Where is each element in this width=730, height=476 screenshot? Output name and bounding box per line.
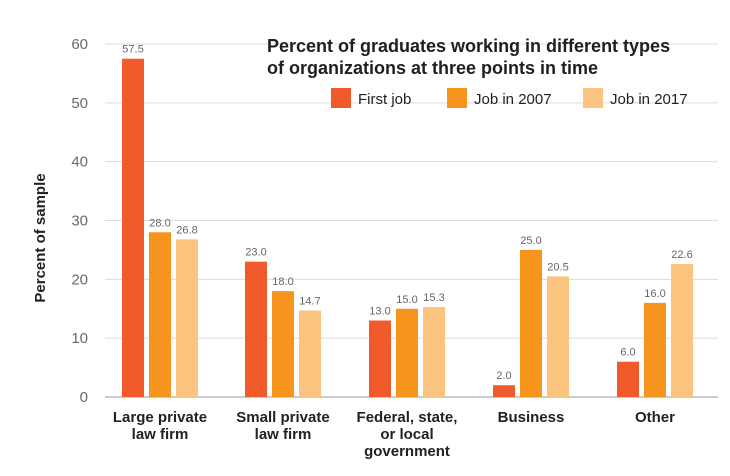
bar	[369, 320, 391, 397]
y-tick-label: 10	[71, 330, 88, 347]
data-label: 57.5	[122, 44, 143, 56]
x-category-label: Other	[635, 409, 675, 426]
bar	[149, 232, 171, 397]
bar	[493, 385, 515, 397]
gridlines	[105, 43, 718, 398]
data-label: 20.5	[547, 261, 568, 273]
y-tick-label: 30	[71, 213, 88, 230]
bar	[299, 310, 321, 397]
data-label: 25.0	[520, 235, 541, 247]
x-category-label: Business	[498, 409, 565, 426]
bar	[396, 308, 418, 397]
y-tick-label: 50	[71, 95, 88, 112]
data-label: 14.7	[299, 296, 320, 308]
bar	[617, 361, 639, 397]
data-label: 28.0	[149, 217, 170, 229]
y-axis-label: Percent of sample	[32, 173, 49, 302]
bar	[423, 306, 445, 397]
legend-swatch	[331, 88, 351, 108]
chart-title-line: Percent of graduates working in differen…	[267, 36, 670, 56]
bar	[176, 239, 198, 397]
bar	[520, 249, 542, 397]
y-tick-label: 20	[71, 271, 88, 288]
x-category-label: Federal, state, or local government	[357, 409, 458, 460]
x-axis-category-labels: Large private law firm Small private law fi…	[113, 409, 675, 460]
data-label: 15.3	[423, 292, 444, 304]
data-label: 16.0	[644, 288, 665, 300]
x-category-label: Small private law firm	[236, 409, 329, 443]
bar	[122, 58, 144, 397]
legend-item: First job	[331, 88, 411, 108]
data-label: 23.0	[245, 247, 266, 259]
legend-label: Job in 2017	[610, 91, 688, 108]
data-label: 6.0	[620, 347, 635, 359]
bar	[245, 261, 267, 397]
data-labels: 57.5 23.0 13.0 2.0 6.0 28.0 18.0 15.0 25.0 16.0 26…	[122, 44, 692, 383]
legend-label: Job in 2007	[474, 91, 552, 108]
bar	[644, 302, 666, 397]
legend: First job Job in 2007 Job in 2017	[331, 88, 688, 108]
x-category-label: Large private law firm	[113, 409, 207, 443]
bar	[671, 264, 693, 397]
bars	[122, 58, 693, 397]
data-label: 18.0	[272, 276, 293, 288]
bar	[547, 276, 569, 397]
data-label: 2.0	[496, 370, 511, 382]
legend-item: Job in 2017	[583, 88, 688, 108]
legend-swatch	[583, 88, 603, 108]
chart-title: Percent of graduates working in differen…	[267, 36, 670, 78]
legend-item: Job in 2007	[447, 88, 552, 108]
chart-title-line: of organizations at three points in time	[267, 58, 598, 78]
data-label: 13.0	[369, 306, 390, 318]
data-label: 22.6	[671, 249, 692, 261]
y-tick-label: 60	[71, 36, 88, 53]
y-tick-label: 40	[71, 154, 88, 171]
legend-label: First job	[358, 91, 411, 108]
legend-swatch	[447, 88, 467, 108]
bar	[272, 291, 294, 397]
data-label: 15.0	[396, 294, 417, 306]
y-axis-ticks: 0 10 20 30 40 50 60	[71, 36, 88, 406]
data-label: 26.8	[176, 224, 197, 236]
y-tick-label: 0	[80, 389, 88, 406]
